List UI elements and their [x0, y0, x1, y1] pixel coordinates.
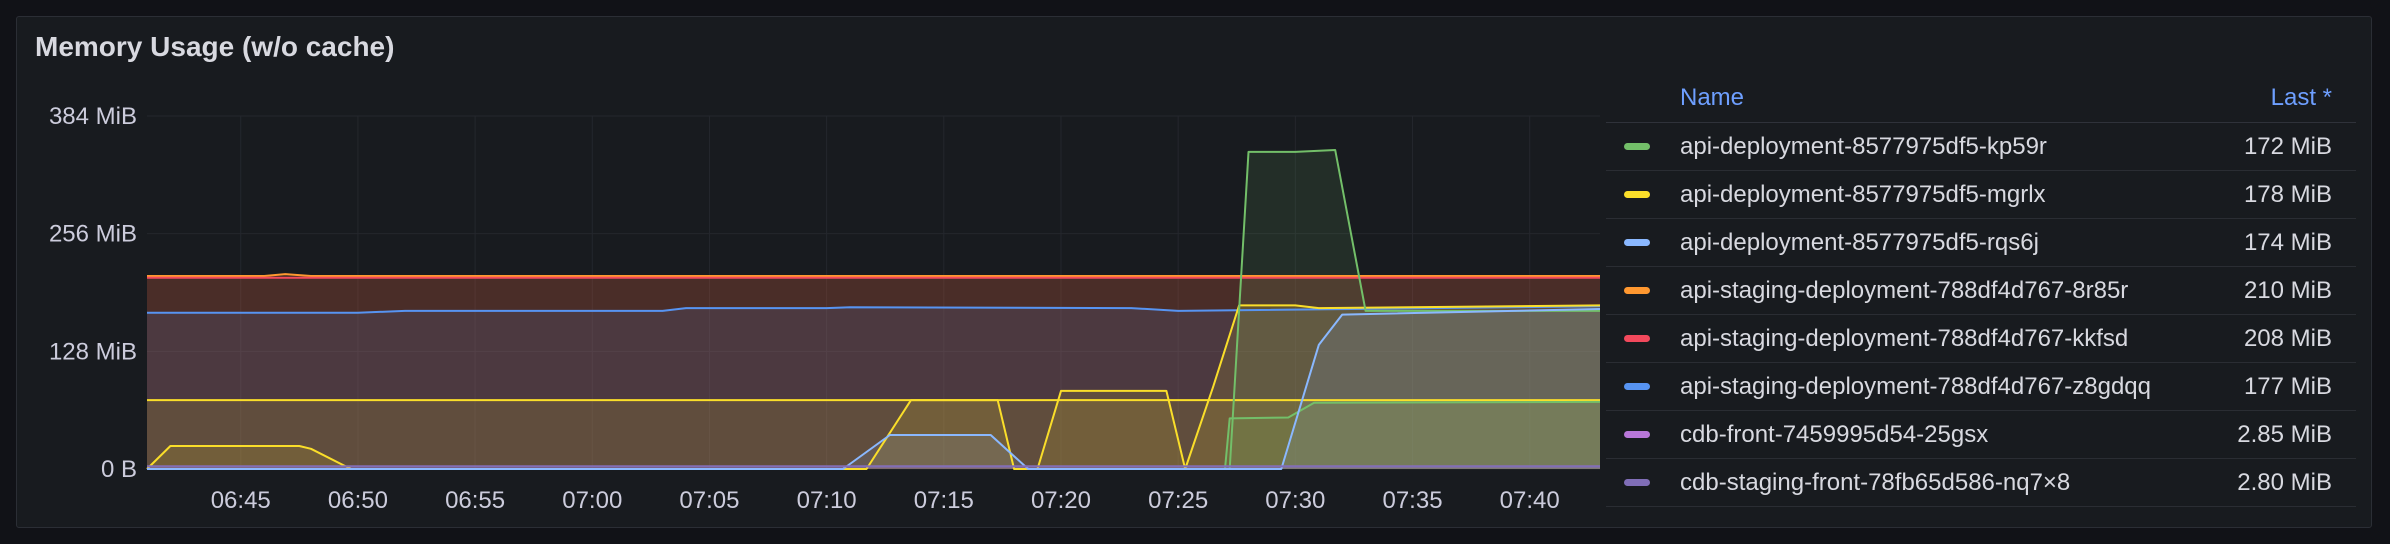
series-line	[147, 273, 1600, 277]
series-area	[147, 277, 1600, 469]
x-tick-label: 07:30	[1265, 487, 1325, 514]
legend-last-value: 2.85 MiB	[2237, 421, 2332, 448]
x-tick-label: 06:55	[445, 487, 505, 514]
legend-last-value: 172 MiB	[2243, 133, 2332, 160]
series-area	[147, 274, 1600, 469]
series-area	[147, 309, 1600, 469]
series-line	[1228, 149, 1600, 470]
legend-series-name: cdb-front-7459995d54-25gsx	[1680, 421, 1989, 448]
panel-title[interactable]: Memory Usage (w/o cache)	[35, 31, 395, 62]
legend-series-name: api-staging-deployment-788df4d767-kkfsd	[1680, 325, 2129, 352]
series-area	[1229, 150, 1600, 469]
legend-last-value: 208 MiB	[2243, 325, 2332, 352]
legend-series-name: api-staging-deployment-788df4d767-8r85r	[1680, 277, 2129, 304]
y-tick-label: 384 MiB	[49, 103, 137, 130]
legend-color-swatch	[1624, 143, 1650, 150]
y-tick-label: 0 B	[101, 456, 137, 483]
x-tick-label: 06:45	[211, 487, 271, 514]
legend-last-value: 177 MiB	[2243, 373, 2332, 400]
legend-item[interactable]: api-deployment-8577975df5-rqs6j 174 MiB	[1606, 219, 2356, 267]
legend-name-header[interactable]: Name	[1680, 84, 1745, 111]
legend-series-name: api-deployment-8577975df5-kp59r	[1680, 133, 2047, 160]
legend-item[interactable]: api-staging-deployment-788df4d767-kkfsd 2…	[1606, 315, 2356, 363]
x-tick-label: 07:25	[1148, 487, 1208, 514]
x-tick-label: 07:05	[679, 487, 739, 514]
legend-item[interactable]: api-deployment-8577975df5-mgrlx 178 MiB	[1606, 171, 2356, 219]
x-tick-label: 07:00	[562, 487, 622, 514]
legend-last-value: 174 MiB	[2243, 229, 2332, 256]
series-area	[1225, 401, 1600, 469]
legend-last-header[interactable]: Last *	[2270, 84, 2332, 111]
legend-last-value: 210 MiB	[2243, 277, 2332, 304]
x-tick-label: 07:20	[1031, 487, 1091, 514]
legend-item[interactable]: cdb-staging-front-78fb65d586-nq7×8 2.80 M…	[1606, 459, 2356, 507]
legend-rows: api-deployment-8577975df5-kp59r 172 MiB ap…	[1606, 123, 2356, 507]
legend-color-swatch	[1624, 431, 1650, 438]
x-tick-label: 07:10	[797, 487, 857, 514]
x-tick-label: 07:15	[914, 487, 974, 514]
x-tick-label: 07:35	[1382, 487, 1442, 514]
legend-color-swatch	[1624, 335, 1650, 342]
x-tick-label: 06:50	[328, 487, 388, 514]
legend-series-name: api-deployment-8577975df5-rqs6j	[1680, 229, 2039, 256]
legend-table: Name Last * api-deployment-8577975df5-kp…	[1606, 78, 2356, 507]
y-tick-label: 128 MiB	[49, 338, 137, 365]
legend-last-value: 178 MiB	[2243, 181, 2332, 208]
legend-color-swatch	[1624, 287, 1650, 294]
legend-color-swatch	[1624, 479, 1650, 486]
legend-series-name: api-deployment-8577975df5-mgrlx	[1680, 181, 2046, 208]
y-tick-label: 256 MiB	[49, 221, 137, 248]
legend-color-swatch	[1624, 191, 1650, 198]
legend-color-swatch	[1624, 239, 1650, 246]
legend-item[interactable]: api-staging-deployment-788df4d767-8r85r 2…	[1606, 267, 2356, 315]
legend-series-name: api-staging-deployment-788df4d767-z8gdqq	[1680, 373, 2151, 400]
legend-series-name: cdb-staging-front-78fb65d586-nq7×8	[1680, 469, 2071, 496]
series-line	[147, 308, 1601, 470]
legend-item[interactable]: api-staging-deployment-788df4d767-z8gdqq…	[1606, 363, 2356, 411]
legend-header: Name Last *	[1606, 78, 2356, 123]
legend-item[interactable]: api-deployment-8577975df5-kp59r 172 MiB	[1606, 123, 2356, 171]
legend-color-swatch	[1624, 383, 1650, 390]
legend-item[interactable]: cdb-front-7459995d54-25gsx 2.85 MiB	[1606, 411, 2356, 459]
x-tick-label: 07:40	[1500, 487, 1560, 514]
series-line	[147, 305, 1601, 314]
series-line	[1224, 400, 1601, 470]
legend-last-value: 2.80 MiB	[2237, 469, 2332, 496]
